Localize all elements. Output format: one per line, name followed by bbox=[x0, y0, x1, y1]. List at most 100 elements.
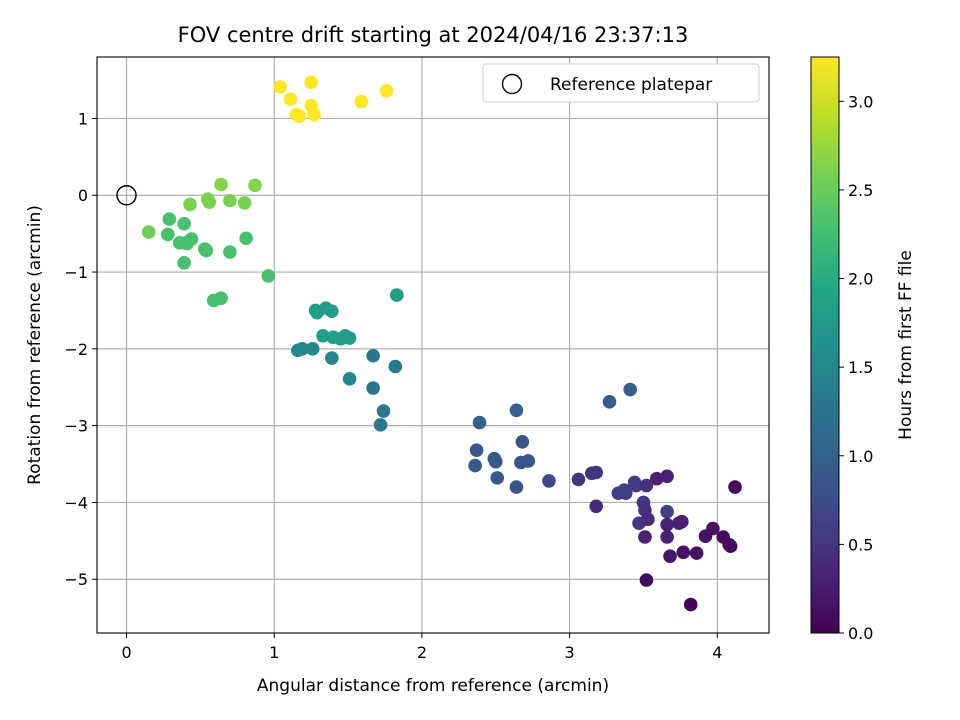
y-tick-label: −1 bbox=[64, 263, 88, 282]
scatter-point bbox=[639, 573, 654, 587]
scatter-point bbox=[342, 371, 357, 386]
scatter-point bbox=[366, 348, 380, 363]
scatter-point bbox=[629, 478, 643, 493]
reference-platepar-marker bbox=[116, 185, 137, 206]
colorbar-tick-label: 3.0 bbox=[848, 92, 873, 111]
scatter-point bbox=[248, 178, 262, 193]
scatter-point bbox=[618, 486, 633, 501]
scatter-point bbox=[141, 225, 156, 239]
scatter-point bbox=[239, 231, 253, 246]
x-axis-label: Angular distance from reference (arcmin) bbox=[257, 676, 609, 696]
scatter-point bbox=[641, 512, 655, 527]
colorbar bbox=[810, 56, 840, 634]
scatter-point bbox=[177, 216, 191, 231]
colorbar-tick-label: 2.0 bbox=[848, 270, 873, 289]
scatter-point bbox=[660, 530, 674, 544]
scatter-point bbox=[162, 212, 177, 226]
scatter-point bbox=[488, 454, 503, 469]
scatter-point bbox=[379, 83, 394, 98]
y-tick-label: 1 bbox=[78, 109, 88, 128]
scatter-point bbox=[316, 328, 330, 343]
y-tick-label: −2 bbox=[64, 340, 88, 359]
scatter-point bbox=[178, 236, 193, 250]
x-tick-label: 2 bbox=[417, 643, 427, 662]
scatter-point bbox=[307, 107, 321, 122]
scatter-point bbox=[183, 197, 197, 212]
scatter-point bbox=[305, 342, 320, 356]
scatter-point bbox=[676, 545, 691, 560]
colorbar-tick-label: 0.0 bbox=[848, 624, 873, 643]
reference-marker bbox=[116, 185, 137, 206]
x-axis-ticks: 0 1 2 3 4 bbox=[121, 633, 722, 662]
scatter-point bbox=[202, 195, 217, 209]
scatter-point bbox=[728, 480, 742, 494]
scatter-point bbox=[509, 480, 524, 494]
scatter-point bbox=[468, 458, 482, 473]
scatter-point bbox=[292, 109, 307, 123]
scatter-point bbox=[638, 530, 652, 544]
scatter-point bbox=[376, 404, 391, 418]
chart-title: FOV centre drift starting at 2024/04/16 … bbox=[178, 23, 689, 47]
scatter-point bbox=[273, 80, 287, 94]
colorbar-tick-label: 0.5 bbox=[848, 535, 873, 554]
scatter-point bbox=[214, 291, 228, 305]
scatter-point bbox=[237, 196, 252, 210]
legend-marker-reference bbox=[501, 73, 523, 95]
scatter-point bbox=[589, 465, 603, 480]
scatter-point bbox=[660, 517, 674, 532]
scatter-point bbox=[199, 243, 214, 258]
x-tick-label: 3 bbox=[565, 643, 575, 662]
x-tick-label: 1 bbox=[269, 643, 279, 662]
scatter-point bbox=[373, 418, 388, 432]
scatter-point bbox=[295, 342, 310, 356]
scatter-point bbox=[325, 304, 339, 319]
scatter-point bbox=[261, 269, 276, 283]
legend: Reference platepar bbox=[482, 63, 760, 103]
scatter-point bbox=[388, 359, 403, 374]
scatter-point bbox=[325, 351, 339, 365]
scatter-point bbox=[472, 415, 487, 430]
scatter-point bbox=[571, 472, 586, 487]
scatter-point bbox=[366, 381, 380, 395]
scatter-point bbox=[342, 331, 357, 345]
y-tick-label: −3 bbox=[64, 417, 88, 436]
y-tick-label: −4 bbox=[64, 493, 88, 512]
scatter-point bbox=[283, 92, 298, 107]
scatter-point bbox=[589, 499, 603, 514]
legend-label-reference: Reference platepar bbox=[550, 75, 712, 95]
x-tick-label: 0 bbox=[121, 643, 131, 662]
scatter-point bbox=[390, 288, 404, 302]
scatter-point bbox=[214, 177, 228, 192]
y-tick-label: −5 bbox=[64, 570, 88, 589]
scatter-point bbox=[639, 478, 654, 493]
scatter-point bbox=[723, 539, 738, 554]
scatter-points bbox=[141, 75, 742, 612]
colorbar-ticks: 0.0 0.5 1.0 1.5 2.0 2.5 3.0 bbox=[839, 92, 873, 643]
scatter-point bbox=[660, 504, 674, 519]
scatter-point bbox=[706, 521, 720, 536]
colorbar-label: Hours from first FF file bbox=[896, 250, 916, 440]
scatter-point bbox=[663, 549, 677, 563]
scatter-point bbox=[623, 382, 637, 397]
scatter-point bbox=[675, 514, 689, 529]
scatter-point bbox=[469, 443, 484, 458]
x-tick-label: 4 bbox=[712, 643, 722, 662]
colorbar-tick-label: 2.5 bbox=[848, 181, 873, 200]
scatter-point bbox=[515, 434, 530, 449]
y-tick-label: 0 bbox=[78, 186, 88, 205]
scatter-point bbox=[683, 597, 698, 612]
y-axis-label: Rotation from reference (arcmin) bbox=[25, 205, 45, 485]
scatter-point bbox=[602, 395, 617, 409]
scatter-point bbox=[521, 454, 536, 468]
scatter-point bbox=[490, 471, 505, 485]
scatter-point bbox=[223, 193, 237, 208]
plot-frame bbox=[96, 56, 770, 634]
scatter-point bbox=[660, 469, 674, 484]
colorbar-tick-label: 1.5 bbox=[848, 358, 873, 377]
grid bbox=[97, 57, 769, 633]
scatter-point bbox=[177, 256, 191, 270]
scatter-point bbox=[542, 474, 556, 488]
scatter-point bbox=[509, 403, 524, 418]
